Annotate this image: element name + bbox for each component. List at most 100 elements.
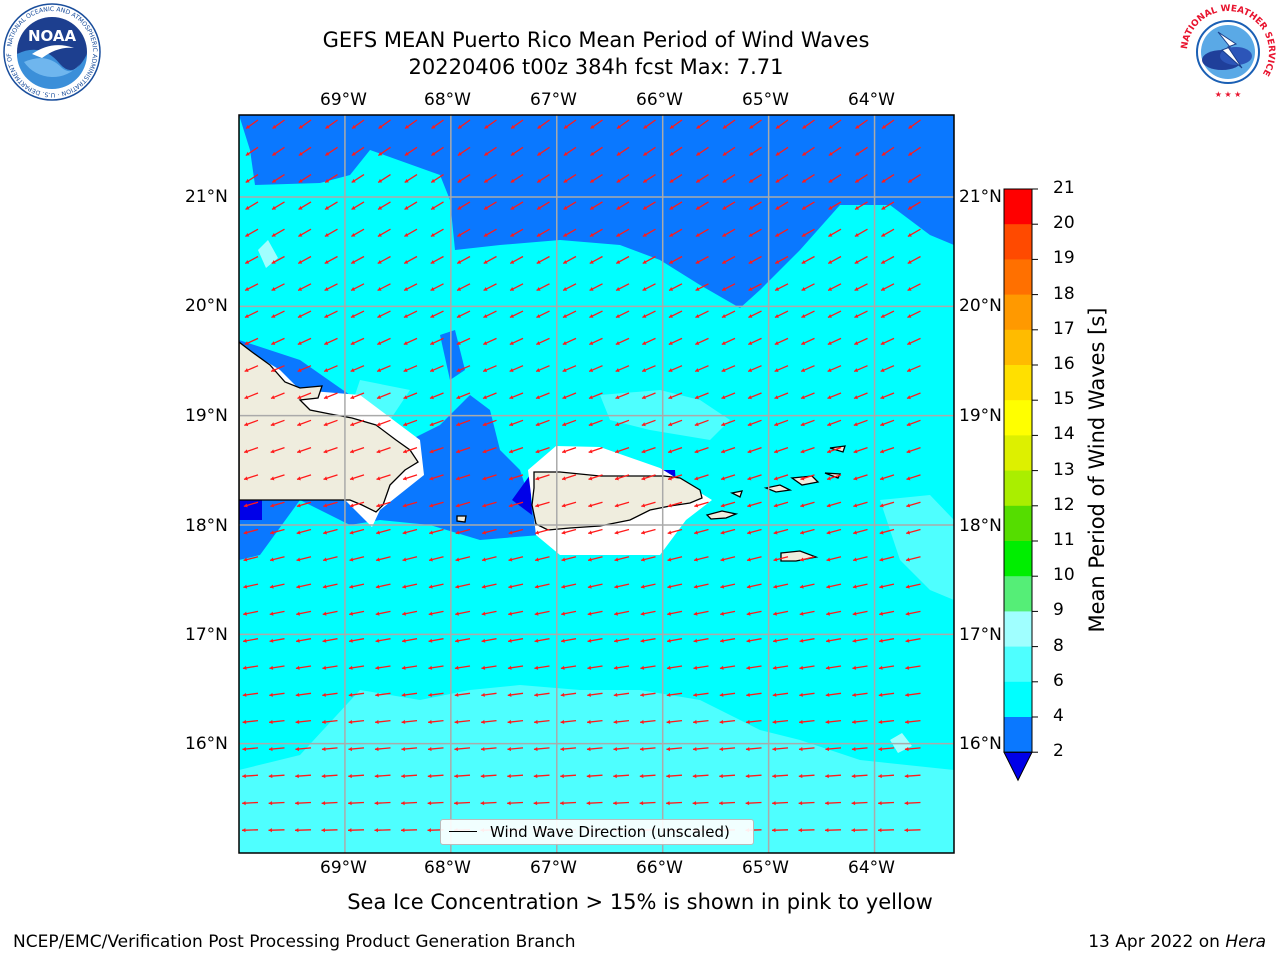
wind-arrow-icon [719, 746, 736, 752]
wind-arrow-icon [667, 446, 683, 454]
wind-arrow-icon [748, 228, 762, 238]
wind-arrow-icon [323, 446, 338, 454]
wind-arrow-icon [296, 528, 312, 535]
wind-arrow-icon [613, 692, 630, 697]
wind-arrow-icon [852, 665, 868, 670]
lon-label-top: 68°W [424, 90, 471, 110]
wind-arrow-icon [350, 283, 365, 292]
wind-arrow-icon [457, 146, 471, 157]
wind-arrow-icon [693, 583, 709, 589]
wind-arrow-icon [510, 228, 524, 238]
wind-arrow-icon [295, 719, 312, 724]
wind-arrow-icon [348, 665, 365, 670]
wind-arrow-icon [536, 228, 550, 238]
wind-arrow-icon [721, 283, 736, 292]
wind-arrow-icon [533, 774, 550, 779]
wind-arrow-icon [880, 255, 895, 265]
wind-arrow-icon [298, 146, 312, 157]
colorbar-segment [1004, 576, 1032, 612]
wind-arrow-icon [613, 801, 630, 806]
wind-arrow-icon [640, 692, 656, 697]
map-legend: Wind Wave Direction (unscaled) [440, 819, 754, 845]
wind-arrow-icon [324, 201, 338, 211]
wind-arrow-icon [243, 583, 259, 589]
wind-arrow-icon [298, 201, 312, 211]
wind-arrow-icon [908, 119, 921, 130]
wind-arrow-icon [695, 255, 709, 265]
wind-arrow-icon [826, 583, 842, 589]
wind-arrow-icon [455, 446, 471, 454]
wind-arrow-icon [268, 746, 285, 752]
wind-arrow-icon [747, 474, 762, 481]
wind-arrow-icon [482, 419, 497, 427]
wind-arrow-icon [613, 774, 630, 779]
wind-arrow-icon [774, 419, 789, 427]
wind-arrow-icon [534, 638, 550, 643]
wind-arrow-icon [825, 665, 842, 670]
wind-arrow-icon [295, 692, 312, 697]
wind-arrow-icon [827, 283, 842, 292]
wind-arrow-icon [242, 719, 259, 724]
wind-arrow-icon [640, 583, 656, 589]
wind-arrow-icon [510, 146, 524, 157]
wind-arrow-icon [614, 556, 630, 562]
wind-arrow-icon [429, 446, 444, 454]
wind-arrow-icon [244, 365, 259, 373]
wind-arrow-icon [721, 419, 736, 427]
wind-arrow-icon [772, 801, 789, 806]
wind-arrow-icon [324, 146, 338, 157]
wind-arrow-icon [799, 638, 815, 643]
lon-label-top: 66°W [636, 90, 683, 110]
wind-arrow-icon [560, 665, 577, 670]
wind-arrow-icon [454, 774, 471, 779]
wind-arrow-icon [401, 665, 418, 670]
wind-arrow-icon [481, 556, 497, 562]
wind-arrow-icon [826, 556, 842, 562]
wind-arrow-icon [271, 174, 285, 184]
wind-arrow-icon [615, 365, 630, 373]
wind-arrow-icon [906, 337, 921, 346]
wind-arrow-icon [376, 501, 391, 508]
wind-arrow-icon [295, 801, 312, 806]
wind-arrow-icon [642, 228, 656, 238]
wind-arrow-icon [324, 228, 338, 238]
wind-arrow-icon [693, 556, 709, 562]
wind-arrow-icon [641, 474, 656, 481]
wind-arrow-icon [720, 446, 736, 454]
wind-arrow-icon [455, 501, 471, 508]
wind-arrow-icon [480, 774, 497, 779]
wind-arrow-icon [430, 255, 444, 265]
wind-arrow-icon [347, 828, 365, 833]
wind-arrow-icon [747, 419, 762, 427]
wind-arrow-icon [429, 528, 444, 535]
wind-arrow-icon [615, 337, 630, 346]
wind-arrow-icon [429, 419, 444, 427]
wind-arrow-icon [242, 801, 259, 806]
wind-arrow-icon [855, 119, 868, 130]
lat-label-left: 20°N [185, 296, 228, 316]
colorbar-segment [1004, 646, 1032, 683]
colorbar-segment [1004, 189, 1032, 225]
wind-arrow-icon [695, 174, 709, 184]
wind-arrow-icon [481, 610, 497, 616]
wind-arrow-icon [351, 119, 365, 130]
wind-arrow-icon [772, 638, 789, 643]
wind-arrow-icon [905, 665, 921, 670]
wind-arrow-icon [323, 337, 338, 346]
wind-arrow-icon [510, 174, 524, 184]
colorbar-segment [1004, 224, 1032, 260]
wind-arrow-icon [431, 119, 444, 130]
wind-arrow-icon [906, 474, 921, 481]
wind-arrow-icon [375, 665, 391, 670]
wind-arrow-icon [323, 474, 338, 481]
wind-arrow-icon [825, 719, 842, 724]
wind-arrow-icon [428, 556, 444, 562]
wind-arrow-icon [613, 665, 630, 670]
wind-arrow-icon [879, 528, 895, 535]
wind-arrow-icon [536, 174, 550, 184]
wind-arrow-icon [456, 365, 471, 373]
wind-arrow-icon [430, 228, 444, 238]
wind-arrow-icon [614, 583, 630, 589]
wind-arrow-icon [427, 801, 444, 806]
wind-arrow-icon [376, 474, 391, 481]
